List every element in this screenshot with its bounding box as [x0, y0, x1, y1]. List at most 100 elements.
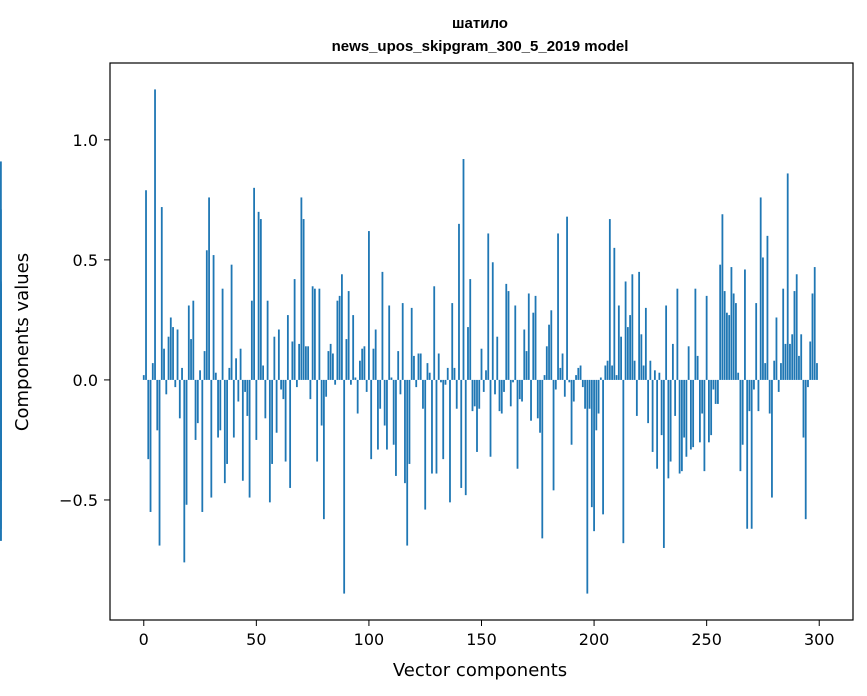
bar-199 [590, 379, 593, 508]
bar-136 [449, 379, 451, 503]
bar-221 [640, 334, 643, 380]
bar-134 [444, 379, 447, 385]
bar-168 [521, 379, 523, 402]
bar-225 [649, 360, 652, 380]
bar-118 [408, 379, 411, 464]
bar-281 [775, 317, 778, 380]
bar-283 [780, 363, 782, 380]
bar-165 [514, 305, 517, 380]
bar-124 [422, 379, 424, 409]
bar-148 [476, 379, 478, 452]
bar-257 [721, 214, 724, 380]
bar-33 [217, 379, 219, 438]
bar-184 [557, 233, 559, 380]
bar-114 [399, 379, 402, 395]
bar-0 [142, 375, 145, 380]
bar-288 [791, 334, 794, 380]
bar-28 [205, 250, 208, 380]
bar-31 [212, 255, 215, 380]
bar-111 [392, 379, 395, 445]
bar-246 [696, 355, 699, 380]
bar-286 [786, 173, 789, 380]
bar-77 [316, 379, 319, 462]
bar-217 [631, 274, 634, 380]
bar-274 [759, 197, 762, 380]
bar-170 [525, 351, 528, 380]
bar-260 [728, 315, 731, 380]
bar-214 [624, 281, 627, 380]
bar-182 [552, 379, 555, 491]
bar-8 [160, 207, 163, 380]
bar-181 [550, 310, 553, 380]
bar-232 [665, 305, 668, 380]
bar-254 [714, 379, 717, 404]
bar-231 [662, 379, 665, 548]
bar-4 [151, 363, 154, 380]
bar-171 [527, 293, 530, 380]
bar-201 [595, 379, 598, 431]
bar-37 [226, 379, 228, 464]
x-tick-label-0: 0 [139, 630, 149, 649]
bar-244 [692, 379, 695, 448]
bar-130 [435, 379, 438, 474]
bar-222 [642, 365, 645, 380]
bar-116 [404, 379, 406, 484]
bar-90 [345, 339, 348, 380]
bar-101 [370, 379, 373, 460]
bar-53 [262, 365, 264, 380]
bar-158 [498, 379, 501, 412]
bar-291 [798, 355, 800, 380]
bar-120 [413, 355, 415, 380]
bar-110 [390, 377, 393, 380]
bar-13 [172, 327, 174, 380]
bar-200 [593, 379, 595, 532]
bar-5 [154, 89, 156, 380]
bar-163 [509, 379, 512, 407]
bar-112 [395, 379, 397, 476]
bar-276 [764, 363, 767, 380]
bar-185 [559, 367, 562, 380]
bar-undefined [0, 209, 2, 380]
bar-57 [271, 379, 274, 464]
bar-69 [298, 343, 301, 380]
bar-108 [386, 379, 388, 450]
bar-139 [455, 379, 458, 409]
bar-242 [687, 346, 690, 380]
bar-179 [545, 346, 548, 380]
bar-81 [325, 379, 328, 397]
bar-83 [329, 343, 332, 380]
bar-60 [277, 329, 280, 380]
bar-236 [674, 379, 677, 416]
bar-152 [485, 370, 487, 380]
bar-104 [377, 379, 379, 450]
x-tick-label-150: 150 [466, 630, 497, 649]
bar-153 [487, 233, 490, 380]
bar-97 [361, 348, 364, 380]
bar-92 [350, 379, 352, 385]
plot-frame [109, 62, 854, 621]
bar-144 [467, 327, 469, 380]
bar-189 [568, 379, 571, 383]
bar-6 [156, 379, 159, 431]
bar-247 [699, 379, 701, 443]
bar-245 [694, 288, 697, 380]
bar-203 [599, 377, 602, 380]
bar-41 [235, 358, 237, 380]
bar-50 [255, 379, 258, 440]
bar-1 [145, 190, 147, 380]
bar-125 [424, 379, 427, 510]
bar-282 [777, 379, 780, 392]
bar-122 [417, 353, 420, 380]
bar-192 [575, 375, 577, 380]
bar-21 [190, 339, 192, 380]
bar-197 [586, 379, 589, 594]
bar-211 [617, 305, 620, 380]
bar-141 [460, 379, 463, 488]
bar-235 [671, 343, 674, 380]
bar-285 [784, 343, 787, 380]
bar-248 [701, 379, 704, 414]
bar-228 [656, 379, 659, 469]
bar-154 [489, 379, 492, 457]
bar-45 [244, 379, 246, 392]
bar-133 [442, 379, 445, 460]
